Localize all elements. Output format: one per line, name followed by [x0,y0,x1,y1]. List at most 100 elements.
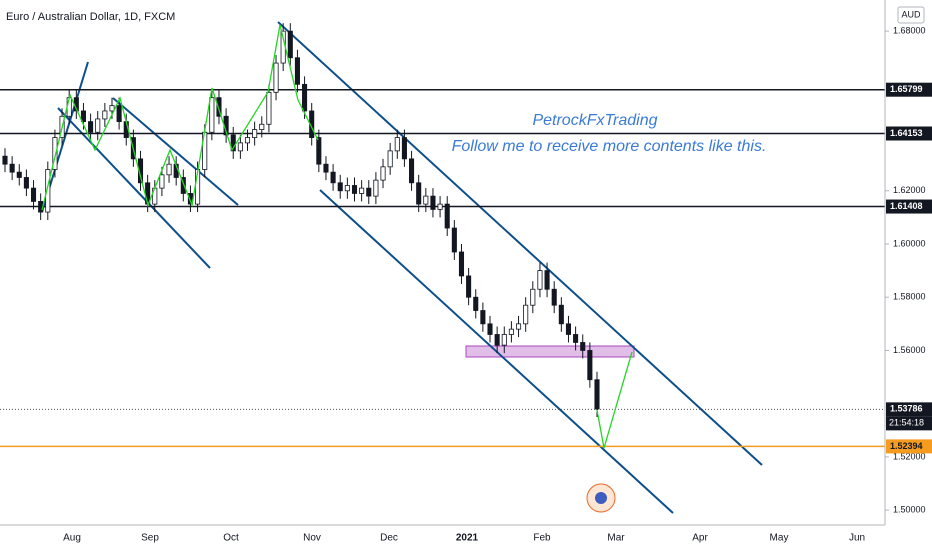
y-tick-label: 1.56000 [893,345,926,355]
x-tick-label: Mar [607,533,625,544]
channel-line [277,21,763,466]
levels [0,88,885,448]
price-box [886,439,932,454]
candle-body [323,163,329,173]
candle-body [230,134,236,152]
x-tick-label: Sep [141,533,159,544]
candle-body [430,195,436,210]
zone [465,345,635,358]
candle-body [580,342,586,351]
channel-line [112,97,239,206]
candle-body [544,270,550,290]
candle-body [116,105,122,123]
candle-body [337,182,343,192]
countdown: 21:54:18 [889,418,924,428]
candle-body [444,203,450,229]
candle-body [216,97,222,117]
x-tick-label: Aug [63,533,81,544]
candle-body [45,169,51,213]
candle-body [423,195,429,205]
candle-body [594,379,600,410]
arrows [41,24,633,449]
candle-body [302,83,308,112]
x-tick-label: 2021 [456,533,479,544]
candle-body [102,110,108,120]
channel-line [57,107,211,269]
candle-body [180,177,186,194]
annotation: Follow me to receive more contents like … [452,138,767,155]
x-tick-label: Apr [692,533,708,544]
candles [2,23,600,417]
candle-body [16,171,22,178]
x-tick-label: Nov [303,533,321,544]
price-box [886,199,932,214]
y-tick-label: 1.52000 [893,451,926,461]
price-label: 1.53786 [890,404,923,414]
candle-body [451,227,457,253]
y-tick-label: 1.68000 [893,26,926,36]
candle-body [287,30,293,59]
candle-body [573,334,579,343]
candle-body [359,187,365,194]
channel-line [319,189,674,514]
candle-body [23,177,29,189]
countdown-box [886,416,932,431]
candle-body [2,155,8,165]
y-tick-label: 1.58000 [893,292,926,302]
candle-body [330,171,336,184]
candle-body [551,288,557,306]
candle-body [373,179,379,197]
x-tick-label: Jun [849,533,865,544]
candle-body [366,187,372,197]
currency: AUD [901,9,921,19]
candle-body [523,304,529,325]
logo [586,483,616,513]
candle-body [80,110,86,123]
candle-body [316,137,322,165]
candle-body [351,185,358,194]
candle-body [494,334,500,346]
candle-body [508,328,514,335]
candle-body [166,163,172,176]
candle-body [137,158,144,184]
candle-body [159,174,165,189]
candle-body [437,203,443,210]
x-tick-label: Oct [223,533,239,544]
x-tick-label: May [770,533,789,544]
price-box [886,402,932,417]
candle-body [587,350,593,381]
candle-body [466,275,472,298]
annotation: PetrockFxTrading [532,112,657,129]
candle-body [9,163,15,173]
candle-body [473,296,479,311]
chart-title: Euro / Australian Dollar, 1D, FXCM [6,11,175,23]
price-box [886,82,932,97]
candle-body [344,185,350,192]
candle-body [266,91,272,125]
candle-body [565,323,572,335]
candle-body [458,251,465,277]
candle-body [530,288,536,306]
candle-body [252,129,258,138]
wave-path [41,24,319,211]
candle-body [273,62,279,93]
candle-body [294,57,300,85]
candle-body [95,118,101,133]
drawings [41,21,763,514]
candle-body [401,137,407,160]
candle-body [387,150,393,168]
candle-body [409,158,415,184]
candle-body [244,137,251,144]
candle-body [109,105,115,112]
candle-body [480,310,486,325]
axes: 1.68000 1.62000 1.60000 1.58000 1.56000 1.520… [63,26,932,544]
candle-body [209,97,215,133]
candle-body [537,270,543,290]
price-label: 1.65799 [890,84,923,94]
candle-body [52,137,58,170]
price-label: 1.52394 [890,441,923,451]
candle-body [259,123,265,130]
candle-body [237,142,243,152]
candle-body [487,323,493,335]
